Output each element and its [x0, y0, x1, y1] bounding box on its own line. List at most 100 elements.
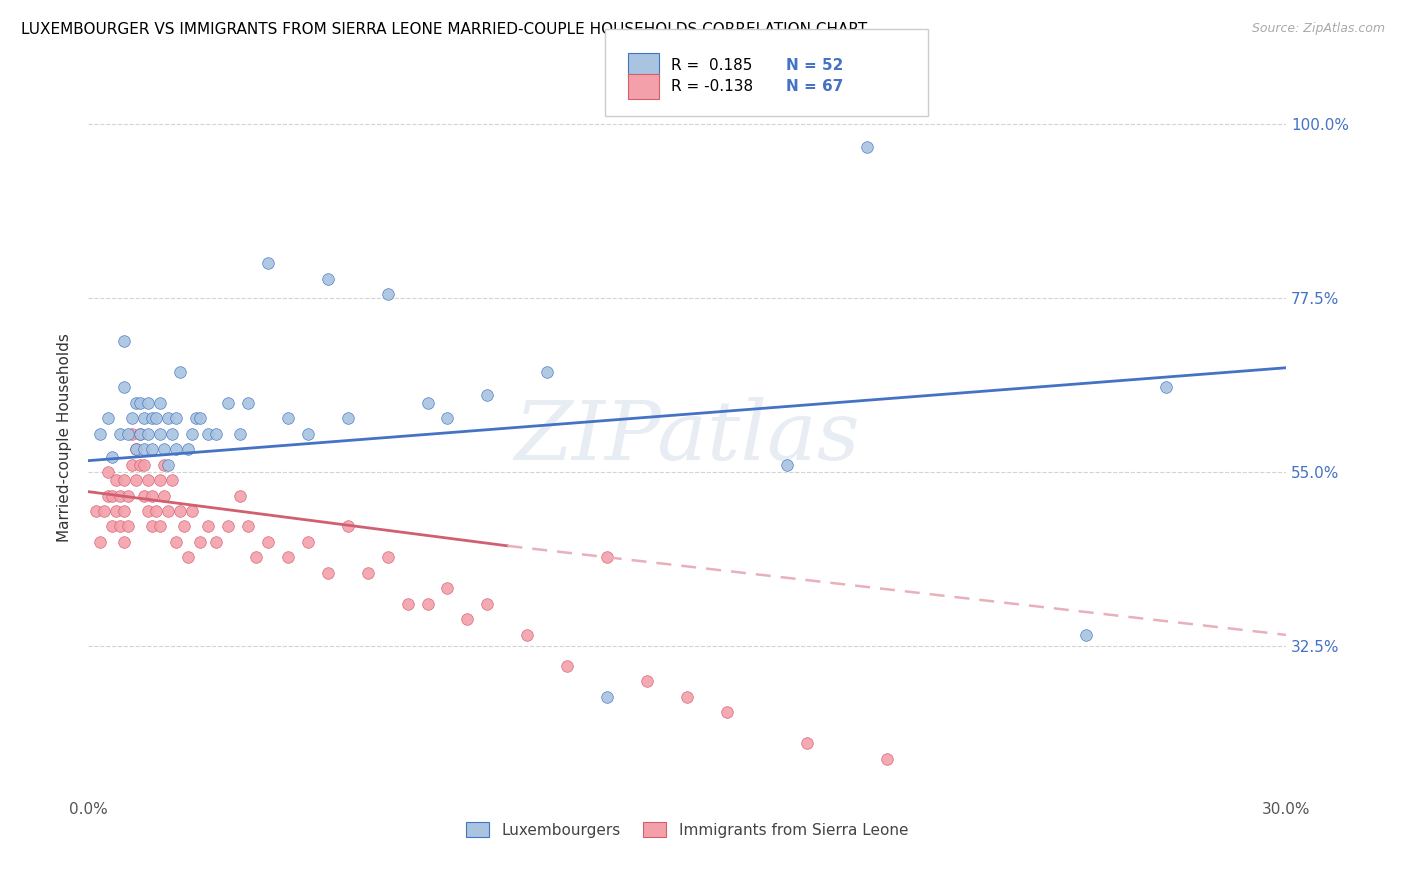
Point	[316, 566, 339, 580]
Point	[188, 411, 211, 425]
Point	[181, 504, 204, 518]
Point	[156, 458, 179, 472]
Point	[165, 535, 187, 549]
Point	[596, 550, 619, 565]
Point	[256, 535, 278, 549]
Point	[205, 535, 228, 549]
Point	[117, 519, 139, 533]
Point	[188, 535, 211, 549]
Point	[136, 395, 159, 409]
Point	[676, 690, 699, 704]
Point	[145, 411, 167, 425]
Point	[217, 395, 239, 409]
Point	[377, 287, 399, 301]
Point	[776, 458, 799, 472]
Point	[165, 442, 187, 456]
Point	[477, 597, 499, 611]
Point	[89, 426, 111, 441]
Point	[153, 489, 176, 503]
Point	[197, 426, 219, 441]
Point	[125, 442, 148, 456]
Point	[117, 489, 139, 503]
Point	[217, 519, 239, 533]
Point	[596, 690, 619, 704]
Point	[101, 489, 124, 503]
Point	[336, 411, 359, 425]
Point	[377, 550, 399, 565]
Point	[136, 504, 159, 518]
Text: R = -0.138: R = -0.138	[671, 79, 752, 94]
Point	[297, 535, 319, 549]
Point	[245, 550, 267, 565]
Point	[436, 411, 458, 425]
Point	[149, 426, 172, 441]
Point	[121, 411, 143, 425]
Point	[316, 271, 339, 285]
Point	[236, 395, 259, 409]
Text: N = 67: N = 67	[786, 79, 844, 94]
Text: N = 52: N = 52	[786, 58, 844, 72]
Point	[132, 458, 155, 472]
Point	[184, 411, 207, 425]
Point	[132, 411, 155, 425]
Point	[229, 489, 252, 503]
Point	[132, 489, 155, 503]
Point	[129, 426, 152, 441]
Point	[101, 450, 124, 464]
Point	[165, 411, 187, 425]
Point	[516, 628, 538, 642]
Text: LUXEMBOURGER VS IMMIGRANTS FROM SIERRA LEONE MARRIED-COUPLE HOUSEHOLDS CORRELATI: LUXEMBOURGER VS IMMIGRANTS FROM SIERRA L…	[21, 22, 868, 37]
Point	[149, 473, 172, 487]
Text: Source: ZipAtlas.com: Source: ZipAtlas.com	[1251, 22, 1385, 36]
Point	[141, 489, 163, 503]
Point	[121, 458, 143, 472]
Point	[108, 489, 131, 503]
Point	[112, 473, 135, 487]
Point	[112, 535, 135, 549]
Point	[112, 380, 135, 394]
Point	[416, 597, 439, 611]
Point	[89, 535, 111, 549]
Point	[117, 426, 139, 441]
Y-axis label: Married-couple Households: Married-couple Households	[58, 333, 72, 541]
Point	[93, 504, 115, 518]
Point	[97, 411, 120, 425]
Point	[1154, 380, 1177, 394]
Point	[156, 411, 179, 425]
Point	[153, 442, 176, 456]
Point	[132, 442, 155, 456]
Point	[169, 504, 191, 518]
Point	[173, 519, 195, 533]
Point	[101, 519, 124, 533]
Point	[1076, 628, 1098, 642]
Point	[108, 519, 131, 533]
Point	[416, 395, 439, 409]
Point	[112, 504, 135, 518]
Point	[149, 519, 172, 533]
Point	[456, 612, 478, 626]
Point	[108, 426, 131, 441]
Point	[177, 442, 200, 456]
Point	[153, 458, 176, 472]
Point	[84, 504, 107, 518]
Point	[129, 395, 152, 409]
Point	[141, 442, 163, 456]
Point	[536, 365, 558, 379]
Point	[876, 752, 898, 766]
Point	[555, 658, 578, 673]
Point	[197, 519, 219, 533]
Point	[160, 426, 183, 441]
Point	[141, 411, 163, 425]
Point	[796, 736, 818, 750]
Point	[145, 504, 167, 518]
Text: ZIPatlas: ZIPatlas	[515, 398, 860, 477]
Point	[716, 706, 738, 720]
Point	[97, 465, 120, 479]
Point	[136, 473, 159, 487]
Point	[156, 504, 179, 518]
Point	[125, 442, 148, 456]
Point	[125, 473, 148, 487]
Point	[477, 388, 499, 402]
Point	[855, 140, 877, 154]
Point	[336, 519, 359, 533]
